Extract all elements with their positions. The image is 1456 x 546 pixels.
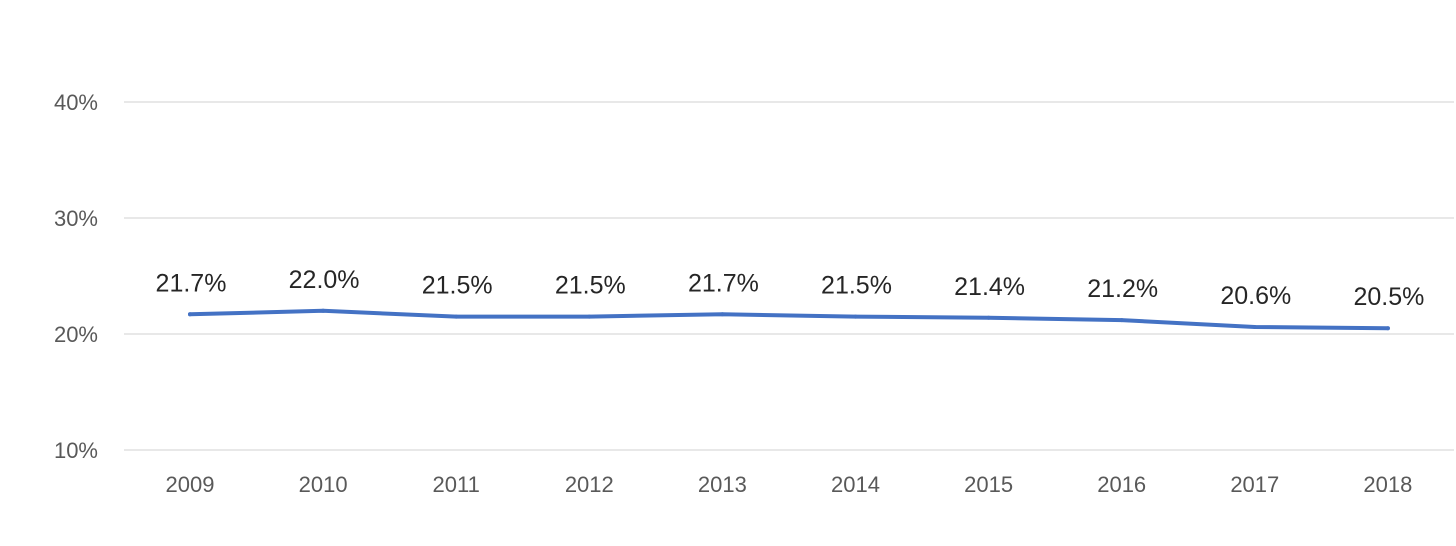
x-axis-tick-labels: 2009 2010 2011 2012 2013 2014 2015 2016 2017 2018	[166, 472, 1413, 497]
series-group	[188, 308, 1390, 331]
data-point	[1385, 326, 1390, 331]
data-label: 21.5%	[555, 272, 626, 300]
x-tick-label: 2013	[698, 472, 747, 497]
y-tick-label: 40%	[54, 90, 98, 115]
x-tick-label: 2015	[964, 472, 1013, 497]
x-tick-label: 2014	[831, 472, 880, 497]
data-point	[1252, 325, 1257, 330]
data-labels: 21.7% 22.0% 21.5% 21.5% 21.7% 21.5% 21.4% 21.2%…	[156, 266, 1425, 311]
x-tick-label: 2009	[166, 472, 215, 497]
data-label: 21.7%	[156, 269, 227, 297]
x-tick-label: 2016	[1097, 472, 1146, 497]
data-point	[853, 314, 858, 319]
data-point	[321, 308, 326, 313]
gridlines	[124, 101, 1454, 451]
data-label: 21.2%	[1087, 275, 1158, 303]
data-label: 21.4%	[954, 273, 1025, 301]
data-label: 20.6%	[1220, 282, 1291, 310]
data-point	[986, 315, 991, 320]
data-label: 21.5%	[821, 272, 892, 300]
data-label: 22.0%	[289, 266, 360, 294]
x-tick-label: 2017	[1230, 472, 1279, 497]
x-tick-label: 2012	[565, 472, 614, 497]
data-point	[454, 314, 459, 319]
y-tick-label: 10%	[54, 438, 98, 463]
data-label: 21.5%	[422, 272, 493, 300]
data-point	[587, 314, 592, 319]
data-label: 20.5%	[1353, 283, 1424, 311]
x-tick-label: 2011	[433, 472, 480, 497]
data-label: 21.7%	[688, 269, 759, 297]
data-point	[720, 312, 725, 317]
y-axis-tick-labels: 10% 20% 30% 40%	[54, 90, 98, 463]
y-tick-label: 30%	[54, 206, 98, 231]
data-point	[1119, 318, 1124, 323]
x-tick-label: 2010	[299, 472, 348, 497]
data-point	[188, 312, 192, 317]
x-tick-label: 2018	[1363, 472, 1412, 497]
series-line	[188, 308, 1390, 331]
y-tick-label: 20%	[54, 322, 98, 347]
